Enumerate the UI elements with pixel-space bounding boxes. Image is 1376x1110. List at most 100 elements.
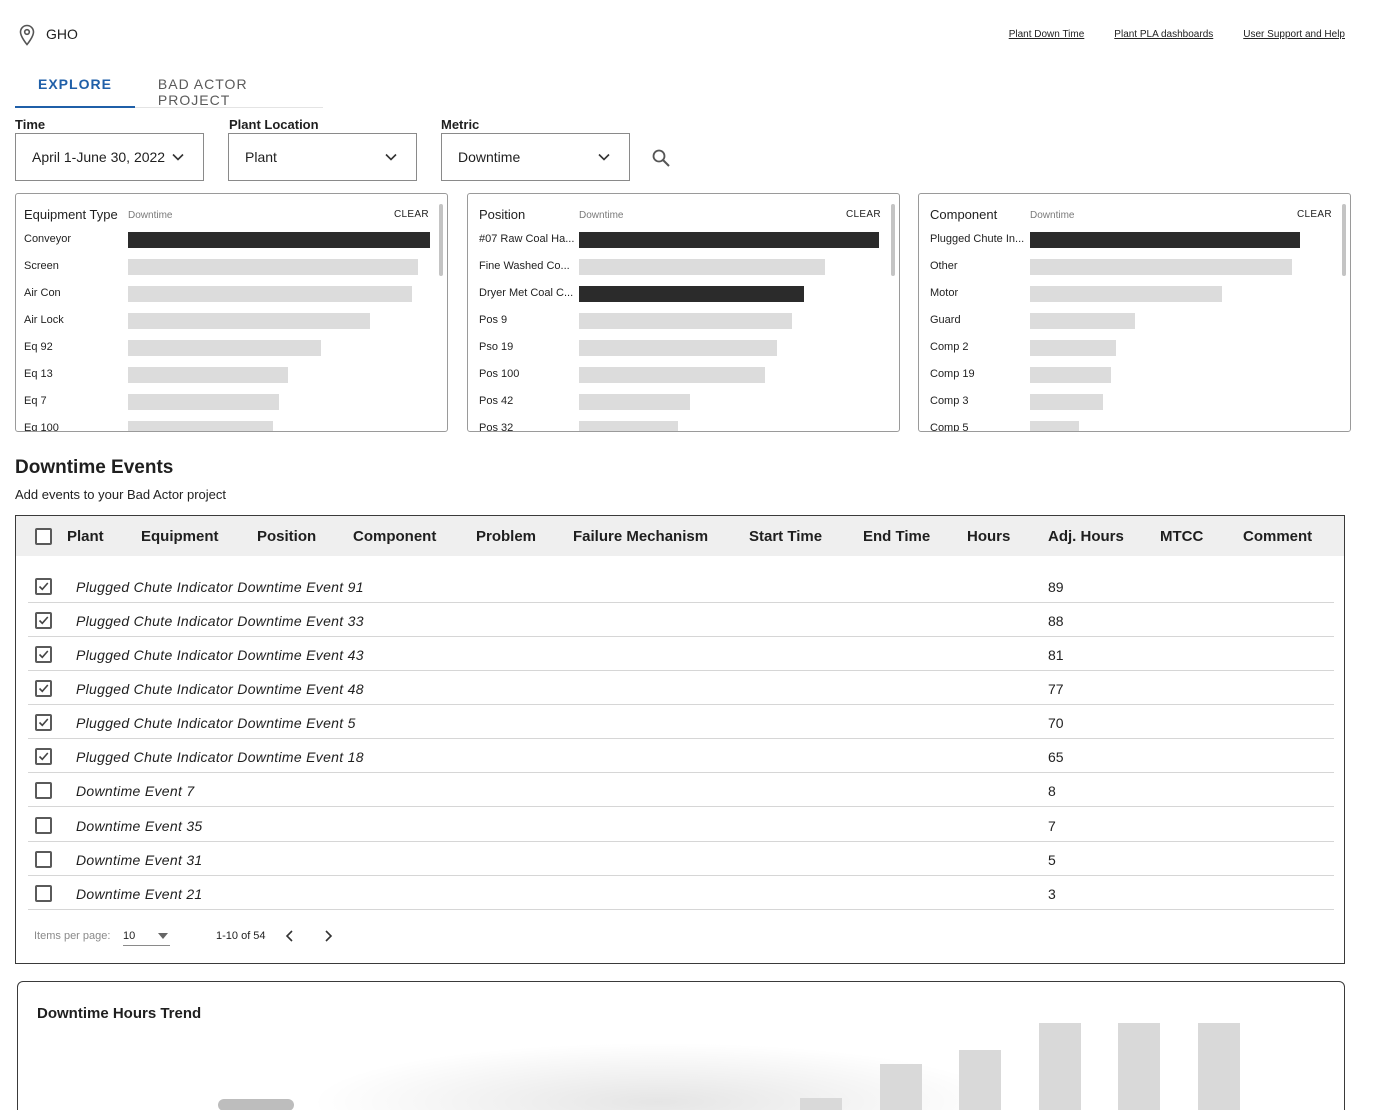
bar-row[interactable]: Screen [16, 259, 447, 275]
table-row[interactable]: Plugged Chute Indicator Downtime Event 9… [28, 569, 1334, 603]
bar[interactable] [579, 313, 792, 329]
bar-row[interactable]: Pos 100 [468, 367, 899, 383]
bar[interactable] [128, 340, 321, 356]
bar-row[interactable]: Guard [919, 313, 1350, 329]
table-row[interactable]: Plugged Chute Indicator Downtime Event 5… [28, 705, 1334, 739]
bar-row[interactable]: Motor [919, 286, 1350, 302]
items-per-page-select[interactable]: 10 [123, 928, 170, 946]
bar[interactable] [128, 394, 279, 410]
bar-row[interactable]: Air Con [16, 286, 447, 302]
bar[interactable] [1030, 259, 1292, 275]
link-plant-down-time[interactable]: Plant Down Time [1008, 29, 1085, 40]
bar[interactable] [128, 286, 412, 302]
table-row[interactable]: Downtime Event 7 8 [28, 773, 1334, 807]
scrollbar[interactable] [439, 204, 443, 276]
bar[interactable] [128, 232, 430, 248]
col-plant[interactable]: Plant [67, 528, 104, 545]
scrollbar[interactable] [891, 204, 895, 276]
col-component[interactable]: Component [353, 528, 437, 545]
tab-bad-actor-project[interactable]: BAD ACTOR PROJECT [157, 76, 248, 108]
bar[interactable] [579, 286, 804, 302]
bar[interactable] [1030, 421, 1079, 431]
col-adj-hours[interactable]: Adj. Hours [1048, 528, 1124, 545]
bar-row[interactable]: Comp 19 [919, 367, 1350, 383]
bar[interactable] [1030, 340, 1116, 356]
select-all-checkbox[interactable] [35, 528, 52, 545]
bar-row[interactable]: Comp 2 [919, 340, 1350, 356]
bar[interactable] [128, 259, 418, 275]
bar[interactable] [1030, 286, 1222, 302]
col-hours[interactable]: Hours [967, 528, 1011, 545]
bar-row[interactable]: Dryer Met Coal C... [468, 286, 899, 302]
chevron-right-icon[interactable] [322, 929, 334, 943]
row-checkbox[interactable] [35, 817, 52, 834]
row-checkbox[interactable] [35, 612, 52, 629]
row-checkbox[interactable] [35, 851, 52, 868]
plant-select[interactable]: Plant [228, 133, 417, 181]
bar[interactable] [579, 232, 879, 248]
bar-row[interactable]: Pso 19 [468, 340, 899, 356]
col-equipment[interactable]: Equipment [141, 528, 219, 545]
bar[interactable] [579, 367, 765, 383]
bar[interactable] [128, 313, 370, 329]
bar-row[interactable]: Pos 42 [468, 394, 899, 410]
bar[interactable] [579, 340, 777, 356]
clear-button[interactable]: CLEAR [394, 209, 429, 220]
col-mtcc[interactable]: MTCC [1160, 528, 1204, 545]
row-checkbox[interactable] [35, 782, 52, 799]
row-checkbox[interactable] [35, 885, 52, 902]
bar-row[interactable]: Pos 9 [468, 313, 899, 329]
bar-row[interactable]: Eq 7 [16, 394, 447, 410]
time-select[interactable]: April 1-June 30, 2022 [15, 133, 204, 181]
row-checkbox[interactable] [35, 748, 52, 765]
bar-row[interactable]: Comp 3 [919, 394, 1350, 410]
search-icon[interactable] [651, 148, 671, 168]
metric-select[interactable]: Downtime [441, 133, 630, 181]
bar-row[interactable]: Other [919, 259, 1350, 275]
bar[interactable] [128, 421, 273, 431]
col-position[interactable]: Position [257, 528, 317, 545]
table-row[interactable]: Plugged Chute Indicator Downtime Event 4… [28, 671, 1334, 705]
bar-row[interactable]: Comp 5 [919, 421, 1350, 431]
table-row[interactable]: Downtime Event 21 3 [28, 876, 1334, 910]
table-row[interactable]: Plugged Chute Indicator Downtime Event 4… [28, 637, 1334, 671]
bar-row[interactable]: Eq 92 [16, 340, 447, 356]
table-row[interactable]: Plugged Chute Indicator Downtime Event 1… [28, 739, 1334, 773]
col-problem[interactable]: Problem [476, 528, 537, 545]
bar-row[interactable]: Pos 32 [468, 421, 899, 431]
bar-row[interactable]: Conveyor [16, 232, 447, 248]
chevron-left-icon[interactable] [284, 929, 296, 943]
bar[interactable] [579, 394, 690, 410]
bar-row[interactable]: Eq 100 [16, 421, 447, 431]
bar[interactable] [1030, 394, 1103, 410]
table-row[interactable]: Downtime Event 35 7 [28, 808, 1334, 842]
bar[interactable] [579, 421, 678, 431]
bar[interactable] [579, 259, 825, 275]
bar-row[interactable]: Air Lock [16, 313, 447, 329]
link-plant-pla-dashboards[interactable]: Plant PLA dashboards [1114, 29, 1214, 40]
link-user-support[interactable]: User Support and Help [1243, 29, 1345, 40]
table-row[interactable]: Downtime Event 31 5 [28, 842, 1334, 876]
row-checkbox[interactable] [35, 714, 52, 731]
bar-row[interactable]: Plugged Chute In... [919, 232, 1350, 248]
bar[interactable] [1030, 367, 1111, 383]
bar[interactable] [1030, 232, 1300, 248]
bar-row[interactable]: #07 Raw Coal Ha... [468, 232, 899, 248]
bar-row[interactable]: Fine Washed Co... [468, 259, 899, 275]
clear-button[interactable]: CLEAR [1297, 209, 1332, 220]
scrollbar[interactable] [1342, 204, 1346, 276]
tab-explore[interactable]: EXPLORE [15, 70, 135, 108]
bar-row[interactable]: Eq 13 [16, 367, 447, 383]
clear-button[interactable]: CLEAR [846, 209, 881, 220]
trend-scroll-handle[interactable] [218, 1099, 294, 1110]
row-checkbox[interactable] [35, 680, 52, 697]
bar[interactable] [128, 367, 288, 383]
col-end-time[interactable]: End Time [863, 528, 931, 545]
bar[interactable] [1030, 313, 1135, 329]
table-row[interactable]: Plugged Chute Indicator Downtime Event 3… [28, 603, 1334, 637]
col-comment[interactable]: Comment [1243, 528, 1313, 545]
col-failure-mechanism[interactable]: Failure Mechanism [573, 528, 709, 545]
row-checkbox[interactable] [35, 646, 52, 663]
row-checkbox[interactable] [35, 578, 52, 595]
col-start-time[interactable]: Start Time [749, 528, 823, 545]
